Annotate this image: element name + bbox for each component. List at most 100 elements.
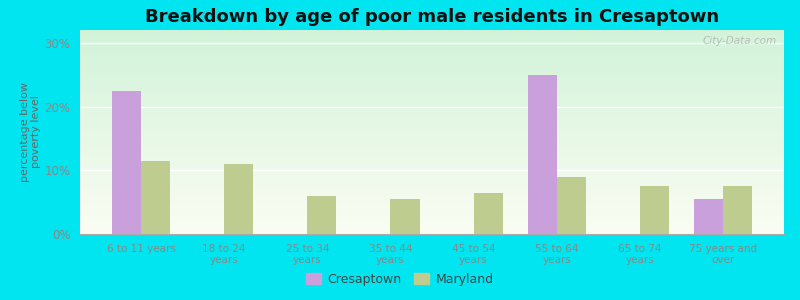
Bar (80, 150, 784, 152)
Bar (80, 41, 784, 42)
Bar (80, 56, 784, 58)
Bar (80, 78, 784, 79)
Bar (80, 162, 784, 163)
Bar (80, 172, 784, 173)
Bar (80, 158, 784, 160)
Bar (80, 39, 784, 40)
Bar (80, 224, 784, 225)
Bar (80, 80, 784, 81)
Bar (80, 220, 784, 221)
Bar (80, 48, 784, 50)
Bar (80, 190, 784, 191)
Bar (80, 128, 784, 129)
Y-axis label: percentage below
poverty level: percentage below poverty level (20, 82, 42, 182)
Bar (80, 31, 784, 32)
Bar (80, 168, 784, 169)
Bar (80, 199, 784, 200)
Bar (80, 121, 784, 122)
Bar (80, 166, 784, 167)
Bar (80, 155, 784, 157)
Bar (80, 230, 784, 231)
Bar (80, 81, 784, 82)
Bar (80, 60, 784, 61)
Bar (80, 55, 784, 56)
Bar (80, 89, 784, 90)
Bar (80, 127, 784, 128)
Bar (80, 180, 784, 181)
Bar (80, 177, 784, 178)
Bar (80, 70, 784, 71)
Bar (80, 90, 784, 91)
Bar (80, 71, 784, 72)
Bar (80, 92, 784, 93)
Bar (80, 173, 784, 174)
Bar (80, 137, 784, 138)
Bar (80, 114, 784, 115)
Bar (80, 47, 784, 48)
Bar (80, 228, 784, 229)
Bar (80, 131, 784, 132)
Bar (80, 65, 784, 66)
Bar (80, 126, 784, 127)
Bar (80, 141, 784, 142)
Bar (80, 135, 784, 136)
Bar (80, 204, 784, 206)
Bar (80, 216, 784, 217)
Bar (80, 233, 784, 234)
Bar (80, 201, 784, 202)
Bar (80, 178, 784, 179)
Bar (80, 87, 784, 88)
Bar (80, 73, 784, 74)
Bar (80, 179, 784, 180)
Bar (80, 186, 784, 187)
Bar (80, 93, 784, 94)
Bar (80, 223, 784, 224)
Bar (80, 104, 784, 106)
Bar (80, 51, 784, 52)
Bar (80, 176, 784, 177)
Bar (723, 186, 752, 234)
Bar (80, 165, 784, 166)
Bar (80, 95, 784, 96)
Bar (80, 125, 784, 126)
Bar (80, 206, 784, 208)
Legend: Cresaptown, Maryland: Cresaptown, Maryland (302, 268, 498, 291)
Bar (80, 109, 784, 110)
Bar (80, 64, 784, 65)
Bar (80, 76, 784, 77)
Bar (80, 152, 784, 153)
Bar (80, 202, 784, 203)
Bar (80, 182, 784, 183)
Bar (80, 232, 784, 233)
Bar (112, 91, 141, 234)
Bar (80, 163, 784, 164)
Bar (80, 75, 784, 76)
Bar (80, 30, 784, 31)
Bar (80, 200, 784, 201)
Bar (80, 147, 784, 148)
Bar (694, 199, 723, 234)
Bar (80, 46, 784, 47)
Bar (80, 134, 784, 135)
Bar (80, 209, 784, 211)
Bar (80, 197, 784, 198)
Bar (80, 117, 784, 118)
Bar (80, 42, 784, 43)
Bar (80, 63, 784, 64)
Bar (80, 184, 784, 185)
Bar (80, 171, 784, 172)
Bar (474, 193, 502, 234)
Bar (80, 130, 784, 131)
Bar (80, 36, 784, 37)
Bar (80, 193, 784, 194)
Bar (80, 72, 784, 73)
Bar (80, 69, 784, 70)
Bar (80, 188, 784, 189)
Bar (80, 229, 784, 230)
Bar (80, 160, 784, 162)
Bar (527, 75, 557, 234)
Bar (80, 219, 784, 220)
Bar (80, 213, 784, 214)
Bar (80, 82, 784, 83)
Bar (80, 53, 784, 55)
